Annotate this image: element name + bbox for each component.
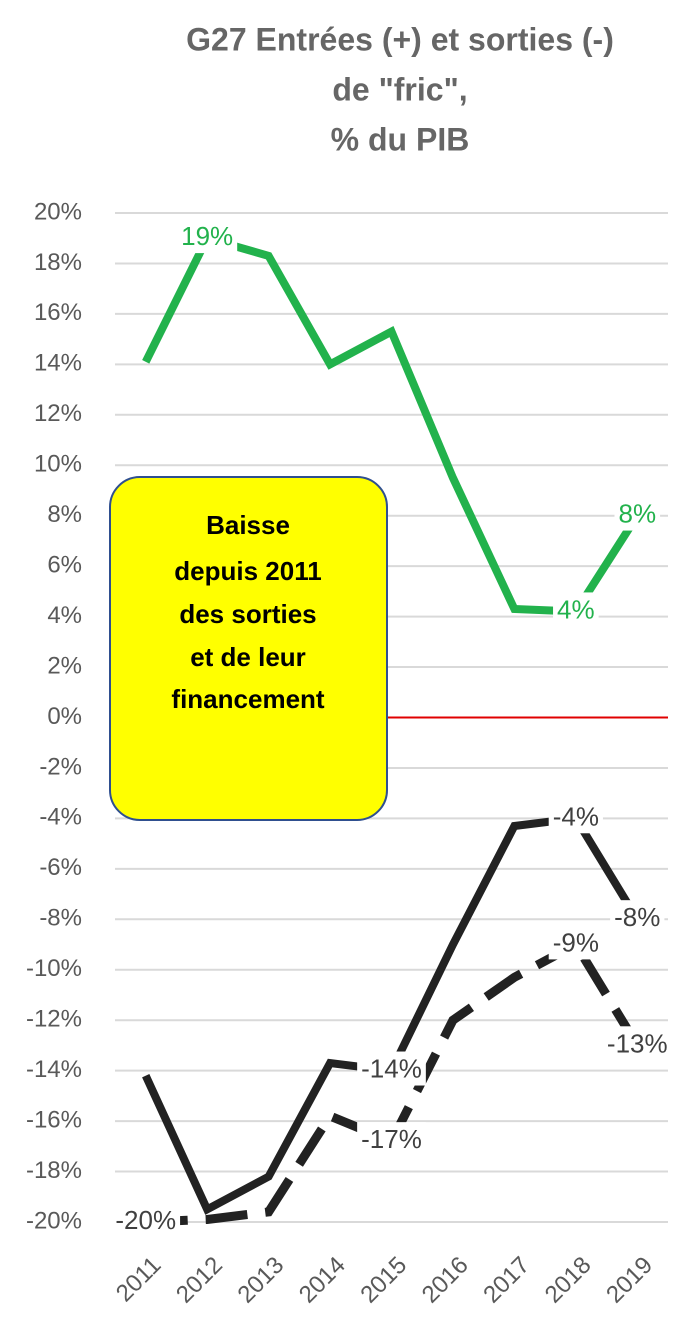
y-tick-label: -8% [39,905,82,932]
y-tick-label: -14% [26,1056,82,1083]
value-label: 8% [618,499,656,529]
y-tick-label: -2% [39,753,82,780]
value-label: -8% [614,902,660,932]
y-tick-label: 12% [34,400,82,427]
y-tick-label: -20% [26,1207,82,1234]
chart-title: de "fric", [332,71,467,107]
y-tick-label: -18% [26,1157,82,1184]
annotation-box: Baisse depuis 2011 des sorties et de leu… [109,476,388,821]
x-tick-label: 2013 [232,1252,289,1309]
y-tick-label: 20% [34,198,82,225]
x-tick-label: 2016 [417,1252,474,1309]
value-label: 4% [557,594,595,624]
value-label: -17% [361,1124,422,1154]
value-label: -9% [553,927,599,957]
value-label: 19% [181,221,233,251]
value-label-bg [548,799,603,834]
value-label: -14% [361,1054,422,1084]
y-tick-label: 10% [34,451,82,478]
value-label: -13% [607,1028,668,1058]
value-label-bg [548,925,603,960]
y-tick-label: -16% [26,1106,82,1133]
x-tick-label: 2014 [294,1252,351,1309]
y-tick-label: 14% [34,350,82,377]
value-label-bg [357,1122,426,1157]
x-tick-label: 2017 [478,1252,535,1309]
value-label-bg [602,1026,672,1061]
y-tick-label: 4% [47,602,82,629]
y-tick-label: 8% [47,501,82,528]
y-tick-label: 18% [34,249,82,276]
annotation-text: financement [171,684,324,714]
x-tick-label: 2018 [540,1252,597,1309]
chart-title: G27 Entrées (+) et sorties (-) [186,21,614,57]
value-label-bg [177,219,238,254]
value-label: -4% [553,801,599,831]
value-label: -20% [115,1205,176,1235]
annotation-text: depuis 2011 [174,556,321,586]
value-label-bg [614,496,661,531]
y-tick-label: -10% [26,955,82,982]
annotation-text: Baisse [206,510,290,540]
y-tick-label: 0% [47,703,82,730]
y-tick-label: -6% [39,854,82,881]
annotation-bg [109,476,388,821]
x-tick-label: 2011 [111,1252,167,1308]
annotation-text: des sorties [179,599,316,629]
value-label-bg [111,1202,181,1237]
x-tick-label: 2012 [171,1252,228,1309]
x-tick-label: 2019 [601,1252,658,1309]
value-label-bg [610,900,665,935]
y-tick-label: -4% [39,804,82,831]
value-label-bg [357,1051,426,1086]
value-label-bg [553,592,599,627]
y-tick-label: 6% [47,551,82,578]
x-tick-label: 2015 [355,1252,412,1309]
y-tick-label: -12% [26,1006,82,1033]
chart-title: % du PIB [331,121,470,157]
y-tick-label: 2% [47,652,82,679]
annotation-text: et de leur [190,642,306,672]
y-tick-label: 16% [34,299,82,326]
